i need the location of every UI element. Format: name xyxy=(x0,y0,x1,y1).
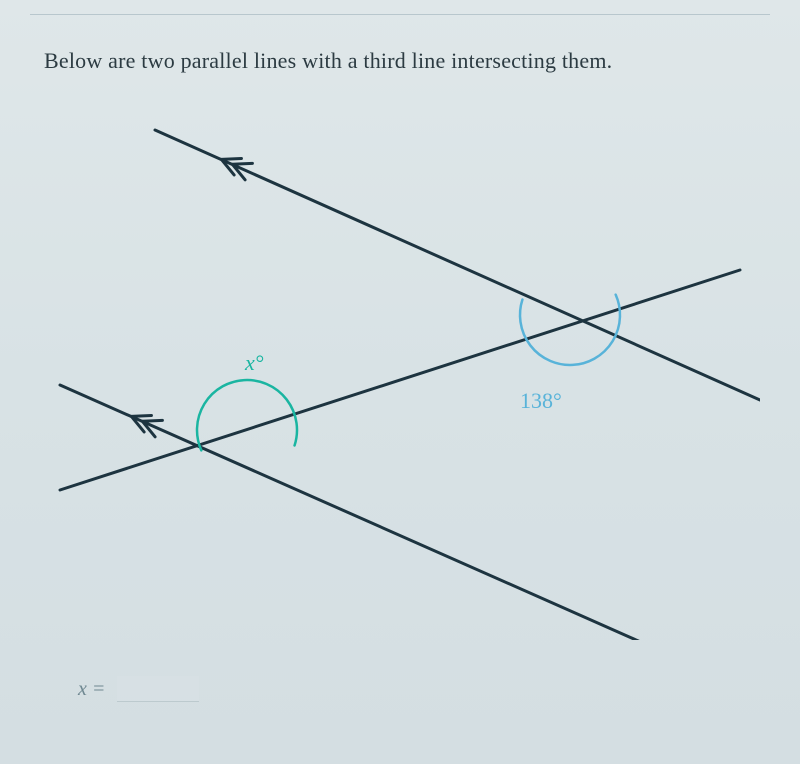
answer-input[interactable] xyxy=(117,676,199,702)
answer-row: x = xyxy=(78,676,199,702)
diagram-svg xyxy=(40,120,760,640)
question-prompt: Below are two parallel lines with a thir… xyxy=(44,48,756,74)
angle-x-label: x° xyxy=(245,350,264,376)
angle-138-label: 138° xyxy=(520,388,562,414)
answer-var: x = xyxy=(78,678,105,701)
parallel-lines-diagram: x° 138° xyxy=(40,120,760,640)
top-divider xyxy=(30,14,770,15)
